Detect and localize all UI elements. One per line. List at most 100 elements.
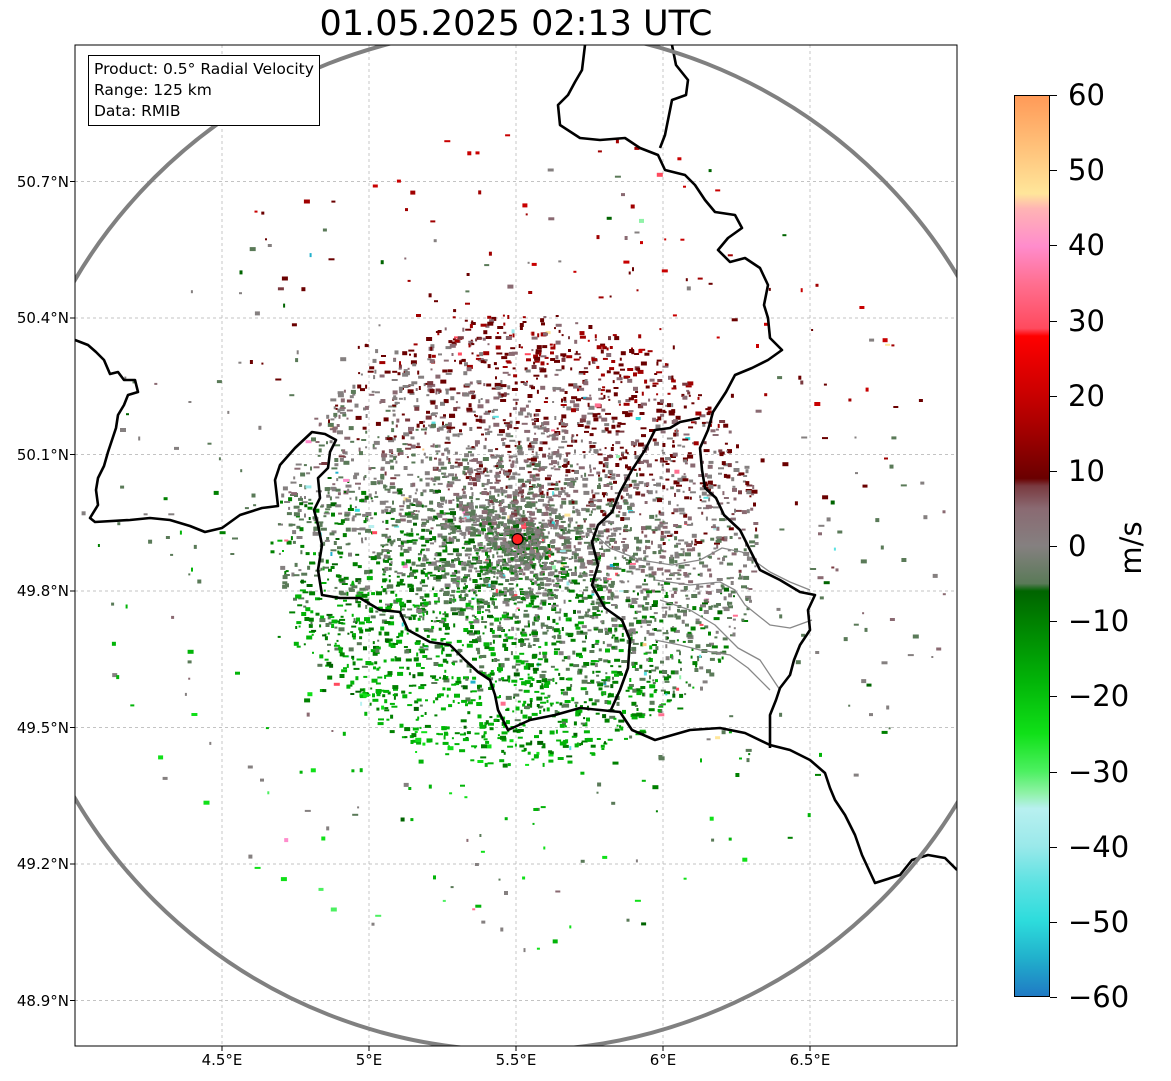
velocity-echo [452, 536, 457, 540]
velocity-echo [467, 482, 473, 486]
velocity-echo [653, 576, 656, 581]
velocity-echo [593, 360, 596, 364]
velocity-echo [629, 562, 636, 565]
velocity-echo [481, 611, 484, 613]
velocity-echo [469, 427, 473, 431]
velocity-echo [619, 374, 622, 378]
velocity-echo [505, 708, 510, 711]
velocity-echo [861, 679, 867, 684]
velocity-echo [499, 621, 501, 625]
velocity-echo [471, 446, 475, 449]
gridlines [75, 45, 957, 1046]
velocity-echo [337, 620, 341, 623]
velocity-echo [884, 457, 888, 460]
velocity-echo [721, 730, 726, 735]
velocity-echo [869, 338, 875, 342]
velocity-echo [409, 572, 414, 577]
velocity-echo [422, 599, 427, 602]
velocity-echo [471, 523, 474, 526]
velocity-echo [516, 445, 522, 450]
velocity-echo [544, 555, 549, 560]
velocity-echo [693, 441, 699, 446]
velocity-echo [361, 665, 368, 668]
velocity-echo [683, 433, 690, 436]
velocity-echo [782, 462, 789, 467]
velocity-echo [665, 656, 670, 661]
velocity-echo [386, 718, 390, 721]
velocity-echo [547, 522, 550, 526]
velocity-echo [440, 638, 444, 642]
velocity-echo [629, 527, 632, 532]
velocity-echo [582, 396, 588, 399]
velocity-echo [592, 494, 596, 499]
velocity-echo [370, 497, 373, 500]
velocity-echo [489, 597, 494, 601]
velocity-echo [634, 536, 639, 540]
velocity-echo [691, 402, 695, 405]
velocity-echo [587, 474, 594, 477]
velocity-echo [689, 491, 696, 494]
velocity-echo [454, 683, 460, 686]
velocity-echo [708, 605, 713, 610]
velocity-echo [646, 593, 650, 598]
velocity-echo [412, 615, 416, 620]
velocity-echo [667, 534, 672, 537]
velocity-echo [456, 676, 461, 681]
velocity-echo [406, 504, 411, 509]
velocity-echo [819, 752, 822, 757]
velocity-echo [459, 429, 462, 433]
velocity-echo [410, 444, 416, 449]
velocity-echo [621, 632, 624, 637]
velocity-echo [307, 692, 313, 697]
velocity-echo [433, 566, 440, 571]
velocity-echo [697, 657, 700, 662]
velocity-echo [659, 555, 665, 559]
velocity-echo [501, 356, 508, 360]
velocity-echo [936, 647, 942, 651]
velocity-echo [598, 628, 603, 633]
velocity-echo [621, 660, 628, 663]
velocity-echo [373, 512, 377, 516]
velocity-echo [695, 644, 701, 649]
velocity-echo [642, 643, 647, 647]
velocity-echo [288, 491, 292, 494]
velocity-echo [463, 392, 470, 397]
velocity-echo [517, 473, 521, 476]
velocity-echo [431, 561, 437, 565]
velocity-echo [479, 569, 483, 573]
velocity-echo [547, 588, 553, 592]
velocity-echo [450, 607, 457, 612]
velocity-echo [713, 450, 717, 454]
velocity-echo [460, 733, 466, 736]
velocity-echo [652, 417, 657, 422]
velocity-echo [551, 521, 555, 526]
velocity-echo [611, 597, 614, 601]
velocity-echo [657, 401, 664, 405]
velocity-echo [488, 509, 495, 514]
velocity-echo [543, 421, 550, 426]
velocity-echo [443, 593, 449, 596]
velocity-echo [687, 454, 694, 459]
velocity-echo [719, 420, 726, 423]
velocity-echo [746, 607, 750, 611]
velocity-echo [600, 744, 605, 748]
velocity-echo [577, 556, 583, 559]
velocity-echo [660, 457, 665, 462]
velocity-echo [575, 653, 582, 656]
velocity-echo [484, 428, 490, 431]
velocity-echo [442, 658, 447, 663]
velocity-echo [480, 655, 486, 658]
velocity-echo [477, 760, 484, 763]
velocity-echo [361, 490, 367, 495]
velocity-echo [457, 462, 463, 467]
velocity-echo [481, 744, 487, 749]
velocity-echo [380, 475, 385, 480]
velocity-echo [609, 538, 616, 542]
velocity-echo [381, 549, 384, 553]
velocity-echo [413, 510, 416, 512]
velocity-echo [507, 636, 514, 640]
velocity-echo [629, 556, 634, 560]
velocity-echo [638, 481, 644, 485]
velocity-echo [565, 572, 570, 577]
